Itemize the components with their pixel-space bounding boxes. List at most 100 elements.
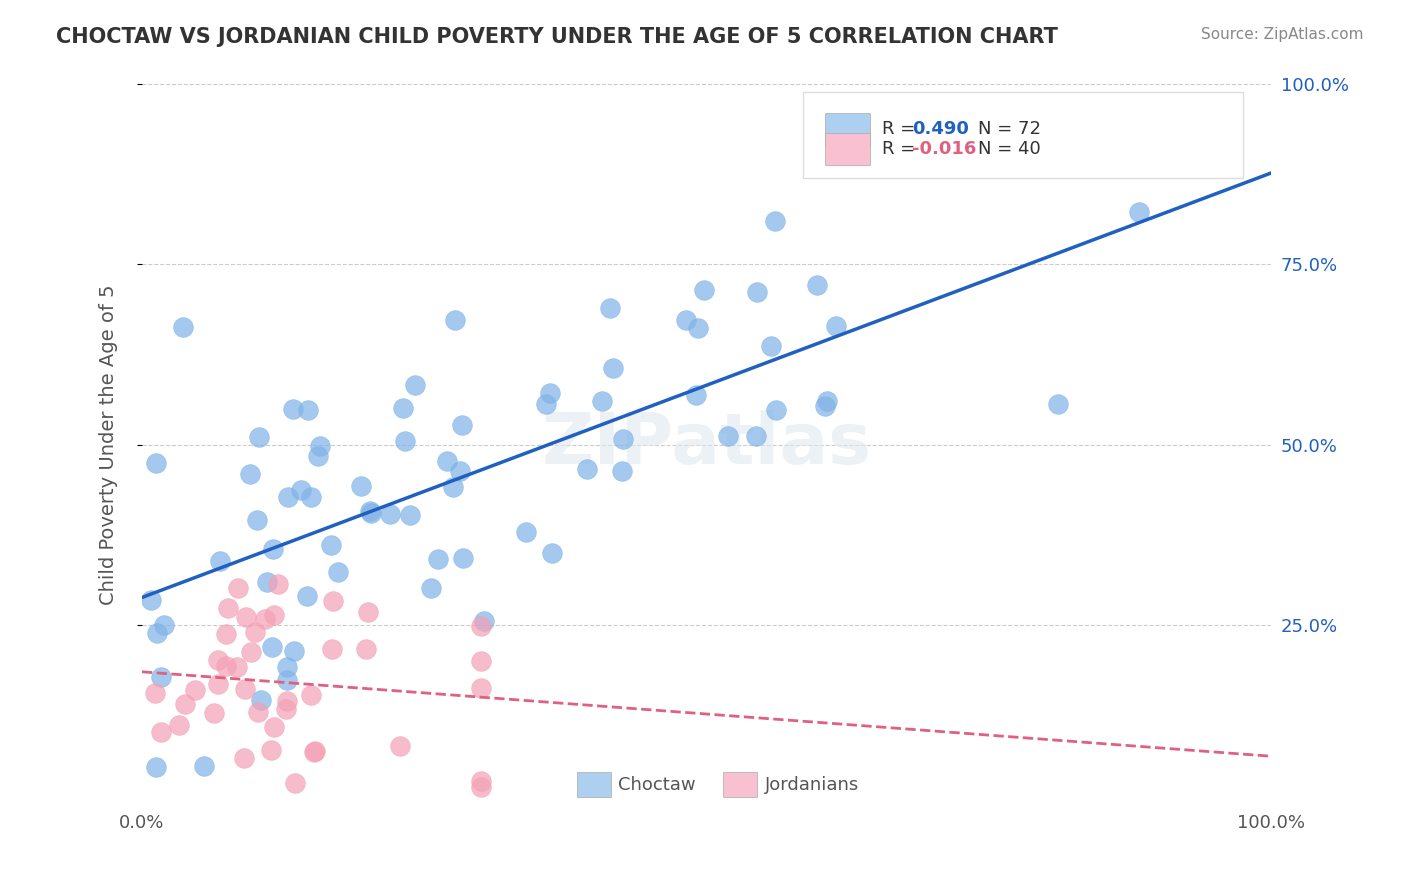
Point bbox=[307, 450, 329, 464]
Point bbox=[139, 593, 162, 607]
Point bbox=[145, 456, 167, 470]
Point bbox=[202, 706, 225, 720]
Point bbox=[449, 465, 471, 479]
Point bbox=[591, 393, 613, 408]
Point bbox=[239, 645, 262, 659]
Point bbox=[602, 361, 624, 376]
Text: R =: R = bbox=[882, 120, 921, 138]
Point bbox=[246, 705, 269, 719]
Point bbox=[149, 670, 172, 684]
Point bbox=[207, 677, 229, 691]
Point bbox=[451, 551, 474, 566]
Text: Source: ZipAtlas.com: Source: ZipAtlas.com bbox=[1201, 27, 1364, 42]
Point bbox=[253, 612, 276, 626]
Point bbox=[260, 743, 283, 757]
FancyBboxPatch shape bbox=[724, 772, 758, 797]
Point bbox=[207, 653, 229, 667]
Point bbox=[150, 725, 173, 739]
Point bbox=[354, 641, 377, 656]
Point bbox=[215, 627, 238, 641]
Point bbox=[825, 318, 848, 333]
FancyBboxPatch shape bbox=[825, 113, 870, 145]
Point bbox=[763, 214, 786, 228]
Point bbox=[685, 388, 707, 402]
Text: -0.016: -0.016 bbox=[912, 140, 976, 158]
Point bbox=[470, 619, 492, 633]
Point bbox=[260, 640, 283, 654]
Point bbox=[283, 644, 305, 658]
Point bbox=[299, 689, 322, 703]
Point bbox=[283, 402, 305, 417]
Point bbox=[1128, 205, 1150, 219]
Point bbox=[174, 697, 197, 711]
Point bbox=[276, 660, 298, 674]
Point bbox=[250, 692, 273, 706]
Point bbox=[226, 581, 249, 595]
Point bbox=[214, 658, 236, 673]
Point bbox=[208, 554, 231, 568]
Point bbox=[380, 508, 402, 522]
Point bbox=[612, 432, 634, 446]
Point bbox=[675, 313, 697, 327]
Point bbox=[717, 429, 740, 443]
Point bbox=[193, 759, 215, 773]
Point bbox=[297, 403, 319, 417]
Point bbox=[472, 614, 495, 628]
Point bbox=[470, 774, 492, 789]
Point bbox=[693, 283, 716, 297]
Point bbox=[538, 386, 561, 401]
Point bbox=[226, 660, 249, 674]
Point bbox=[443, 313, 465, 327]
Point bbox=[394, 434, 416, 448]
Point bbox=[759, 339, 782, 353]
Point bbox=[765, 402, 787, 417]
Text: N = 72: N = 72 bbox=[977, 120, 1040, 138]
Point bbox=[297, 590, 319, 604]
Point bbox=[419, 581, 441, 595]
Point bbox=[266, 577, 288, 591]
Point bbox=[239, 467, 262, 482]
Point bbox=[256, 574, 278, 589]
Text: Jordanians: Jordanians bbox=[765, 776, 859, 794]
Point bbox=[277, 490, 299, 504]
Point bbox=[299, 490, 322, 504]
Text: R =: R = bbox=[882, 140, 921, 158]
Point bbox=[436, 454, 458, 468]
Point bbox=[233, 682, 256, 697]
FancyBboxPatch shape bbox=[803, 92, 1243, 178]
Point bbox=[184, 682, 207, 697]
Point bbox=[441, 480, 464, 494]
Point bbox=[262, 541, 284, 556]
Point bbox=[276, 694, 298, 708]
Point bbox=[319, 538, 342, 552]
Point bbox=[389, 739, 412, 753]
Point bbox=[349, 478, 371, 492]
Point bbox=[1047, 397, 1070, 411]
Point bbox=[263, 607, 285, 622]
FancyBboxPatch shape bbox=[576, 772, 610, 797]
Point bbox=[235, 610, 257, 624]
Point bbox=[470, 654, 492, 668]
Point bbox=[404, 378, 426, 392]
Point bbox=[322, 594, 344, 608]
Text: CHOCTAW VS JORDANIAN CHILD POVERTY UNDER THE AGE OF 5 CORRELATION CHART: CHOCTAW VS JORDANIAN CHILD POVERTY UNDER… bbox=[56, 27, 1059, 46]
Text: Choctaw: Choctaw bbox=[619, 776, 696, 794]
Point bbox=[534, 397, 557, 411]
Text: N = 40: N = 40 bbox=[977, 140, 1040, 158]
Point bbox=[263, 720, 285, 734]
Point bbox=[276, 673, 298, 687]
Point bbox=[217, 600, 239, 615]
Point bbox=[304, 745, 326, 759]
Point bbox=[470, 780, 492, 794]
Point bbox=[610, 464, 633, 478]
Point bbox=[290, 483, 312, 497]
Point bbox=[451, 417, 474, 432]
Point bbox=[274, 702, 297, 716]
Point bbox=[806, 277, 828, 292]
Point bbox=[688, 320, 710, 334]
Point bbox=[599, 301, 621, 315]
FancyBboxPatch shape bbox=[825, 133, 870, 165]
Y-axis label: Child Poverty Under the Age of 5: Child Poverty Under the Age of 5 bbox=[100, 285, 118, 605]
Point bbox=[145, 760, 167, 774]
Point bbox=[172, 319, 194, 334]
